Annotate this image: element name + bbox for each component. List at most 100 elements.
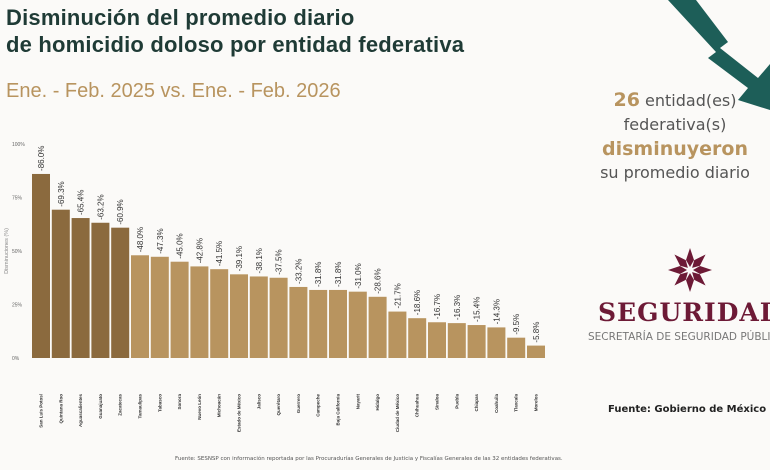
summary-line4: su promedio diario (600, 163, 750, 182)
bar (269, 277, 288, 358)
category-label: Aguascalientes (78, 394, 83, 428)
bar-value-label: -86.0% (37, 146, 46, 171)
category-label: Guerrero (296, 394, 301, 414)
category-label: Estado de México (237, 394, 242, 432)
bar-value-label: -28.6% (374, 268, 383, 293)
y-tick-label: 25% (12, 303, 23, 309)
category-label: Coahuila (494, 394, 499, 413)
bar (329, 289, 347, 358)
bar-value-label: -60.9% (116, 199, 125, 224)
source-text: Fuente: Gobierno de México (608, 404, 767, 415)
bar (249, 276, 268, 358)
logo-subtitle: SECRETARÍA DE SEGURIDAD PÚBLICA (588, 331, 770, 343)
category-label: Zacatecas (118, 394, 123, 416)
bar (527, 345, 545, 358)
logo-wordmark: SEGURIDAD (598, 298, 770, 327)
down-arrow-icon (668, 0, 770, 110)
bar (170, 261, 189, 358)
bar (51, 209, 70, 358)
category-label: Tabasco (157, 394, 162, 412)
summary-line2: federativa(s) (623, 115, 727, 134)
bar-value-label: -48.0% (136, 227, 145, 252)
bar-value-label: -38.1% (255, 248, 264, 273)
bar-value-label: -65.4% (77, 190, 86, 215)
category-label: Ciudad de México (395, 394, 400, 433)
category-label: Puebla (454, 394, 459, 409)
bar-value-label: -31.0% (354, 263, 363, 288)
bar (150, 256, 169, 358)
bar (467, 325, 486, 358)
bar-value-label: -41.5% (215, 241, 224, 266)
bar (91, 222, 110, 358)
bar-value-label: -15.4% (473, 297, 482, 322)
summary-text: 26 entidad(es) federativa(s) disminuyero… (575, 88, 770, 185)
bar-value-label: -42.8% (195, 238, 204, 263)
bar-value-label: -45.0% (176, 233, 185, 258)
bar-value-label: -16.3% (453, 295, 462, 320)
y-tick-label: 50% (12, 249, 23, 255)
count: 26 (613, 89, 640, 111)
category-label: Tamaulipas (138, 394, 143, 419)
bar (487, 327, 506, 358)
y-axis-label: Disminuciones (%) (4, 228, 10, 274)
bar (230, 274, 248, 358)
bar-value-label: -16.7% (433, 294, 442, 319)
category-label: San Luis Potosí (39, 393, 44, 428)
category-label: Quintana Roo (58, 394, 63, 424)
bar-value-label: -63.2% (96, 194, 105, 219)
bar-value-label: -39.1% (235, 246, 244, 271)
category-label: Campeche (316, 394, 321, 417)
bar (388, 311, 407, 358)
category-label: Sinaloa (435, 394, 440, 411)
bar-chart: 0% 25% 50% 75% 100% Disminuciones (%) -86.0% Sa… (4, 142, 545, 433)
bar (32, 173, 50, 358)
bar-value-label: -14.3% (492, 299, 501, 324)
bar (71, 218, 90, 358)
bar (507, 337, 526, 358)
bar-value-label: -69.3% (57, 181, 66, 206)
bar-value-label: -31.8% (334, 262, 343, 287)
category-label: Baja California (336, 394, 341, 426)
bar (190, 266, 209, 358)
category-label: Nuevo León (197, 394, 202, 420)
bar (289, 286, 308, 358)
bar (309, 289, 328, 358)
summary-highlight: disminuyeron (601, 138, 748, 160)
bar (368, 296, 387, 358)
bar-value-label: -18.6% (413, 290, 422, 315)
category-label: Nayarit (355, 394, 360, 410)
footnote: Fuente: SESNSP con información reportada… (175, 456, 563, 462)
bar (408, 318, 427, 358)
bar (447, 323, 466, 358)
bar-value-label: -21.7% (393, 283, 402, 308)
category-label: Hidalgo (375, 394, 380, 411)
y-tick-label: 0% (12, 356, 20, 362)
category-label: Sonora (177, 394, 182, 410)
bar-value-label: -47.3% (156, 228, 165, 253)
bar (111, 227, 130, 358)
category-label: Michoacán (217, 394, 222, 418)
subtitle: Ene. - Feb. 2025 vs. Ene. - Feb. 2026 (6, 80, 341, 102)
category-label: Tlaxcala (514, 394, 519, 412)
bar (210, 269, 229, 358)
seguridad-logo-icon (668, 248, 712, 292)
summary-line1: entidad(es) (639, 91, 737, 110)
category-label: Jalisco (256, 394, 261, 410)
bar-value-label: -37.5% (275, 249, 284, 274)
bar-value-label: -31.8% (314, 262, 323, 287)
title-line-1: Disminución del promedio diario (6, 5, 355, 30)
bar-value-label: -9.5% (512, 314, 521, 335)
y-tick-label: 75% (12, 196, 23, 202)
category-label: Querétaro (276, 394, 281, 416)
y-tick-label: 100% (12, 142, 25, 148)
bar (348, 291, 367, 358)
page-title: Disminución del promedio diario de homic… (6, 4, 464, 58)
category-label: Guanajuato (98, 394, 103, 419)
category-label: Chihuahua (415, 394, 420, 418)
bar-value-label: -5.8% (532, 322, 541, 343)
bar (428, 322, 446, 358)
title-line-2: de homicidio doloso por entidad federati… (6, 32, 465, 57)
bar-value-label: -33.2% (294, 259, 303, 284)
category-label: Morelos (534, 394, 539, 412)
category-label: Chiapas (474, 394, 479, 412)
